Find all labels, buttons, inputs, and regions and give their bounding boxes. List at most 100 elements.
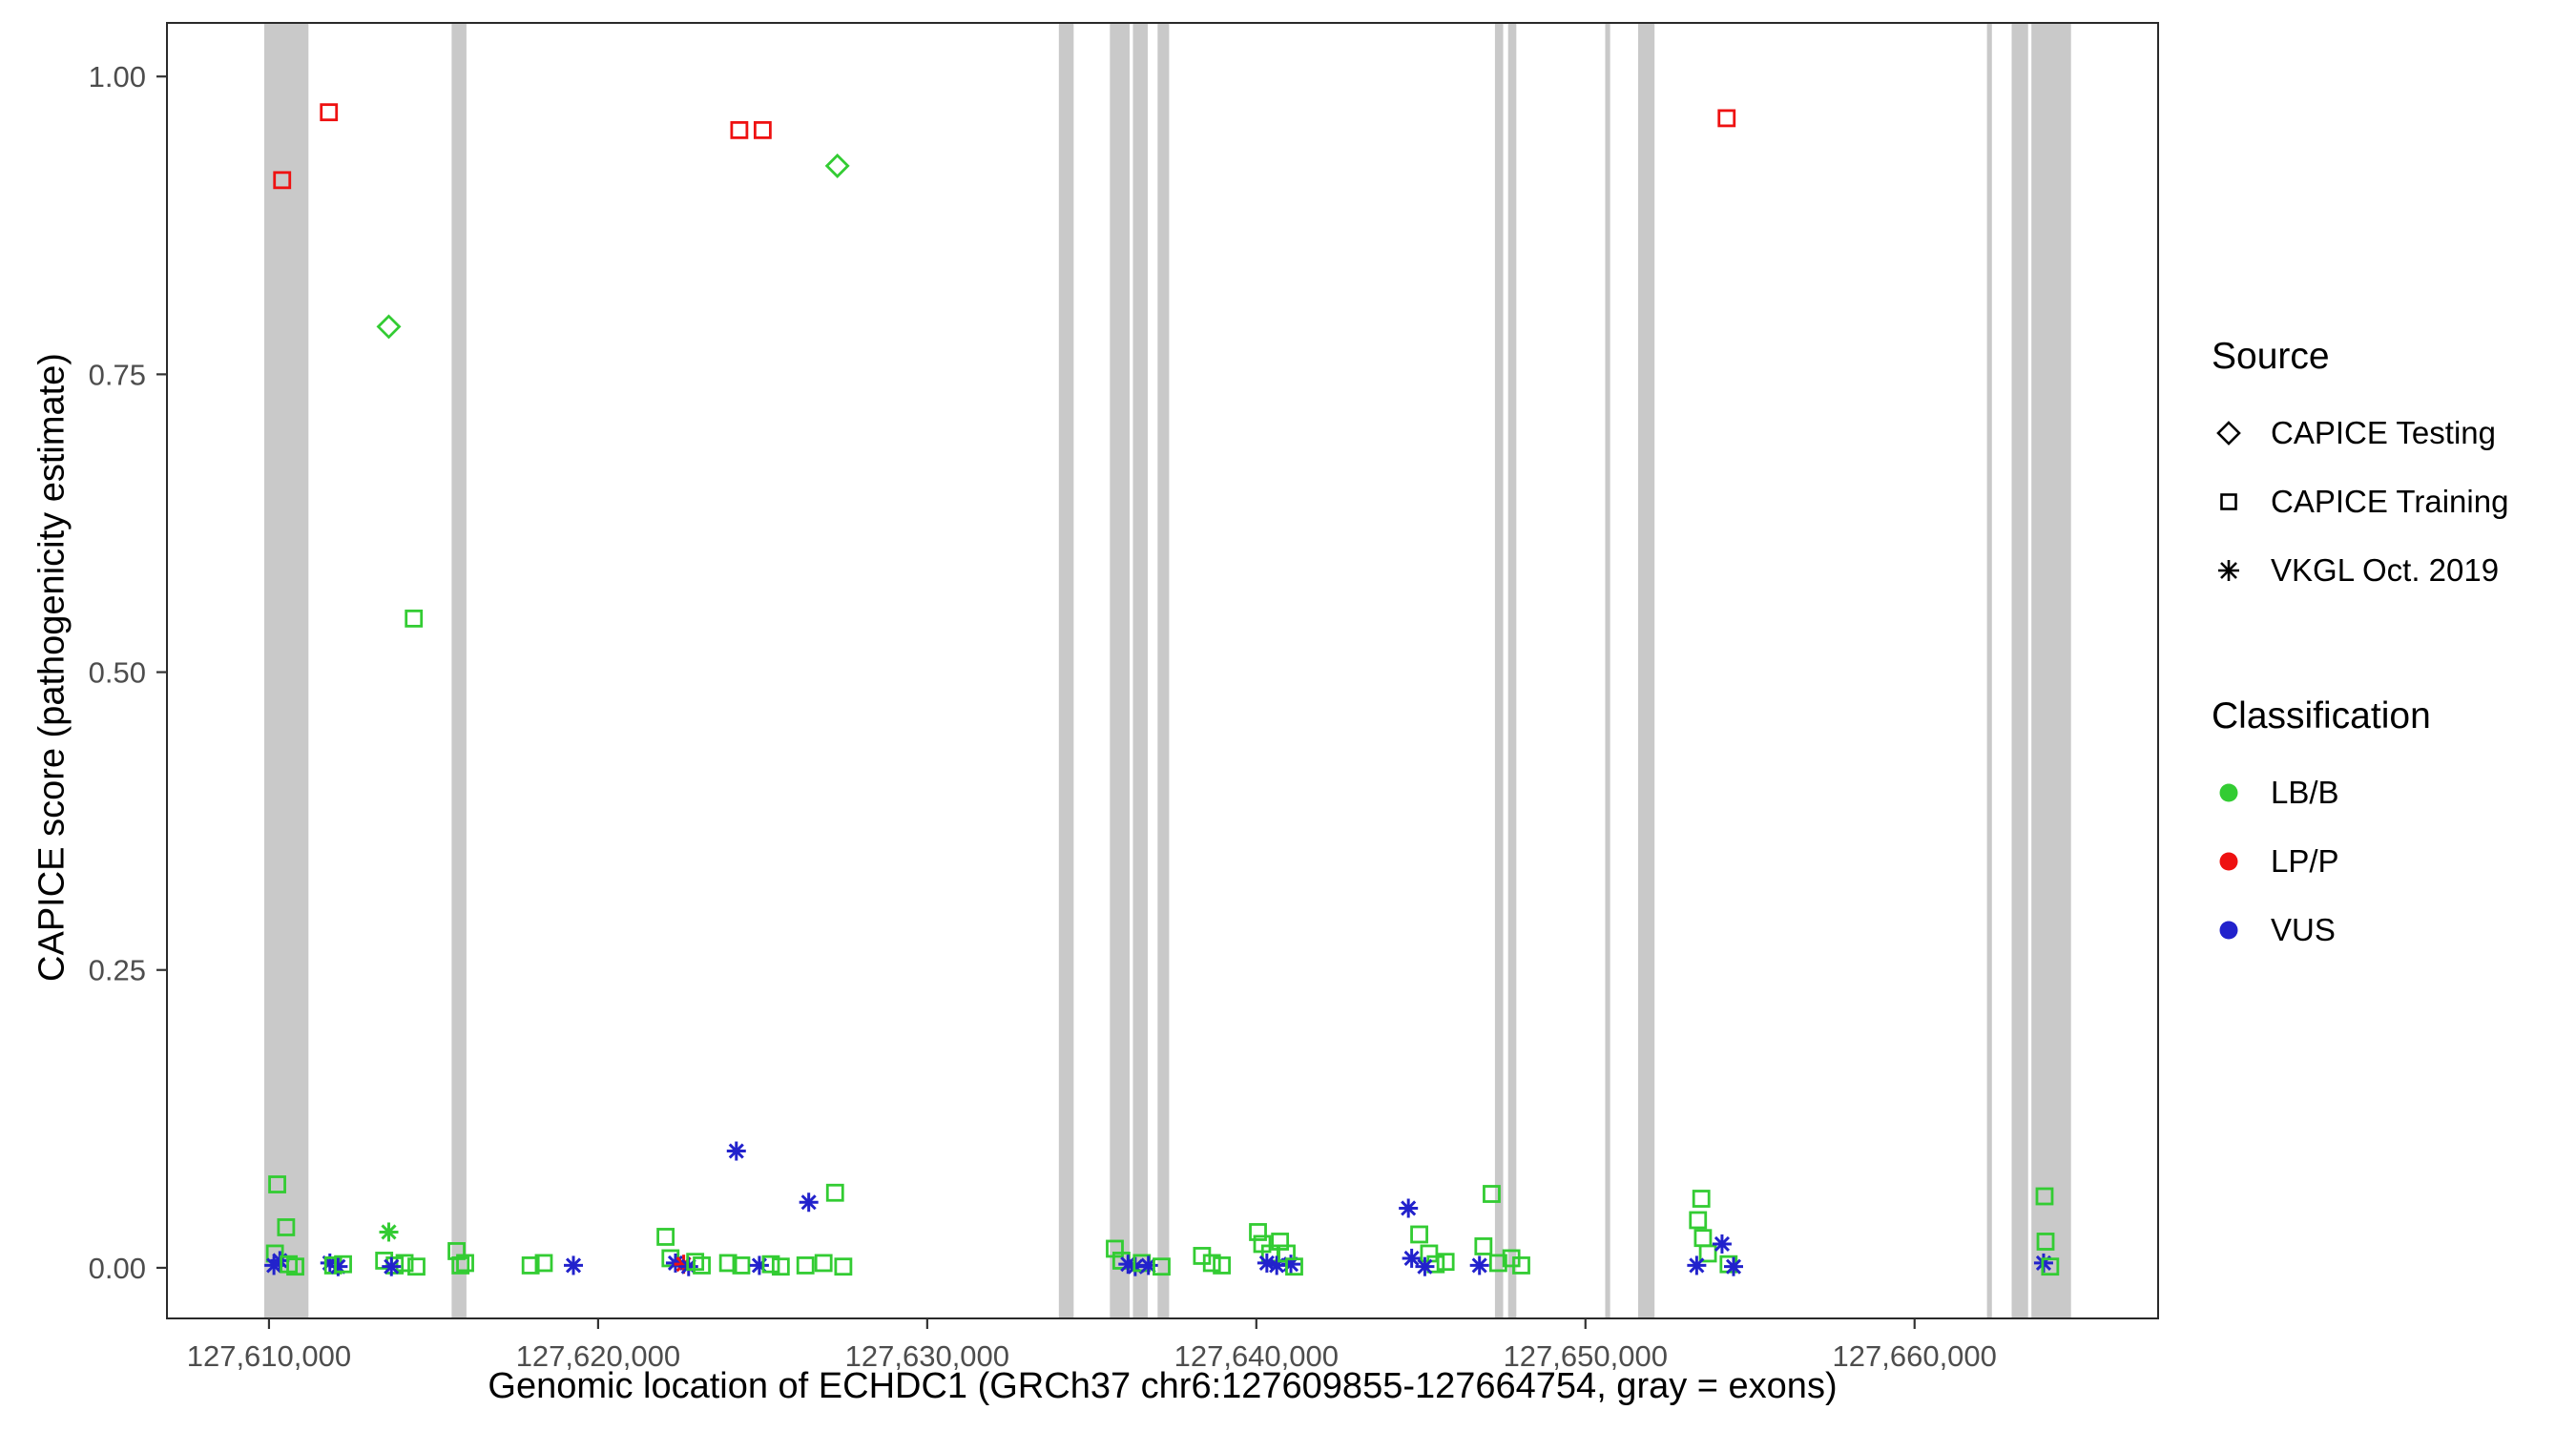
y-tick-label: 0.00	[89, 1252, 146, 1285]
data-point-square	[834, 1257, 853, 1276]
data-point-square	[771, 1257, 790, 1276]
exon-band	[1132, 23, 1148, 1318]
data-point-asterisk	[1417, 1258, 1433, 1275]
exon-band	[1110, 23, 1131, 1318]
data-point-square	[405, 609, 424, 628]
x-tick-label: 127,650,000	[1504, 1339, 1668, 1373]
legend-item-lbb: LB/B	[2212, 758, 2508, 827]
data-point-square	[1436, 1253, 1455, 1272]
legend-item-vkgl: VKGL Oct. 2019	[2212, 536, 2508, 605]
data-point-asterisk	[1714, 1235, 1730, 1253]
data-point-square	[825, 1183, 844, 1202]
exon-band	[451, 23, 467, 1318]
data-point-asterisk	[1725, 1258, 1742, 1275]
data-point-diamond	[824, 153, 850, 178]
legend-classification-title: Classification	[2212, 695, 2431, 736]
green-dot-icon	[2212, 776, 2246, 810]
y-tick-label: 0.25	[89, 954, 146, 987]
data-point-square	[534, 1254, 553, 1273]
data-point-square	[1693, 1229, 1713, 1248]
data-point-square	[761, 1255, 780, 1274]
legend-label: CAPICE Training	[2271, 484, 2509, 519]
data-point-square	[1698, 1244, 1717, 1263]
data-point-square	[1483, 1185, 1501, 1203]
data-point-square	[1153, 1257, 1171, 1276]
legend-label: CAPICE Testing	[2271, 415, 2496, 450]
data-point-square	[796, 1256, 815, 1275]
data-point-asterisk	[1120, 1256, 1136, 1273]
legend-item-vus: VUS	[2212, 896, 2508, 964]
data-point-asterisk	[266, 1257, 282, 1274]
legend-item-capice-training: CAPICE Training	[2212, 467, 2508, 536]
data-point-square	[1410, 1225, 1428, 1244]
data-point-square	[1689, 1211, 1708, 1230]
legend-item-capice-testing: CAPICE Testing	[2212, 399, 2508, 467]
red-dot-icon	[2212, 844, 2246, 879]
data-point-diamond	[376, 314, 402, 340]
data-point-square	[1474, 1237, 1493, 1255]
data-point-square	[732, 1256, 751, 1275]
data-point-square	[334, 1255, 352, 1274]
data-point-square	[693, 1256, 711, 1275]
data-point-asterisk	[330, 1258, 346, 1275]
data-point-square	[718, 1254, 737, 1273]
x-axis-title: Genomic location of ECHDC1 (GRCh37 chr6:…	[488, 1366, 1838, 1406]
y-tick-label: 0.75	[89, 358, 146, 391]
data-point-square	[1488, 1254, 1507, 1273]
data-point-square	[1717, 109, 1736, 128]
legend-source-title: Source	[2212, 336, 2330, 377]
legend-label: LB/B	[2271, 775, 2339, 810]
data-point-square	[1285, 1257, 1303, 1276]
y-tick-label: 1.00	[89, 60, 146, 93]
data-point-asterisk	[728, 1143, 744, 1159]
data-point-square	[456, 1254, 474, 1273]
data-point-square	[286, 1257, 304, 1276]
data-point-asterisk	[1471, 1257, 1487, 1274]
exon-band	[2031, 23, 2071, 1318]
exon-band	[2011, 23, 2028, 1318]
exon-band	[1157, 23, 1170, 1318]
data-point-asterisk	[384, 1258, 400, 1275]
legend-label: VKGL Oct. 2019	[2271, 552, 2500, 588]
legend: Source CAPICE Testing CAPICE Training	[2212, 336, 2508, 964]
square-icon	[2212, 485, 2246, 519]
data-point-square	[451, 1256, 470, 1275]
asterisk-icon	[2212, 553, 2246, 588]
data-point-asterisk	[1689, 1257, 1705, 1274]
data-point-square	[1249, 1223, 1267, 1241]
data-point-asterisk	[800, 1194, 817, 1211]
legend-item-lpp: LP/P	[2212, 827, 2508, 896]
y-axis-title: CAPICE score (pathogenicity estimate)	[31, 353, 73, 982]
legend-classification-section: Classification LB/B LP/P VUS	[2212, 695, 2508, 964]
data-point-square	[277, 1218, 296, 1236]
panel-border	[166, 22, 2159, 1319]
data-point-square	[273, 171, 292, 190]
legend-label: VUS	[2271, 912, 2336, 947]
data-point-square	[407, 1257, 426, 1276]
x-tick-label: 127,640,000	[1174, 1339, 1339, 1373]
diamond-icon	[2212, 416, 2246, 450]
x-tick-label: 127,660,000	[1833, 1339, 1997, 1373]
data-point-square	[320, 103, 339, 122]
exon-band	[1058, 23, 1074, 1318]
data-point-asterisk	[1401, 1200, 1417, 1216]
exon-band	[1605, 23, 1610, 1318]
data-point-square	[1213, 1256, 1231, 1275]
data-point-square	[2035, 1187, 2054, 1206]
data-point-square	[730, 120, 749, 139]
data-point-square	[1202, 1254, 1221, 1273]
data-point-asterisk	[565, 1257, 582, 1274]
y-tick-label: 0.50	[89, 656, 146, 690]
blue-dot-icon	[2212, 913, 2246, 947]
exon-band	[1986, 23, 1992, 1318]
x-tick-label: 127,630,000	[845, 1339, 1009, 1373]
legend-source-section: Source CAPICE Testing CAPICE Training	[2212, 336, 2508, 605]
exon-band	[1637, 23, 1655, 1318]
data-point-square	[1512, 1256, 1530, 1275]
exon-band	[1494, 23, 1504, 1318]
data-point-square	[2041, 1257, 2060, 1276]
data-point-square	[814, 1254, 833, 1273]
legend-label: LP/P	[2271, 843, 2339, 879]
